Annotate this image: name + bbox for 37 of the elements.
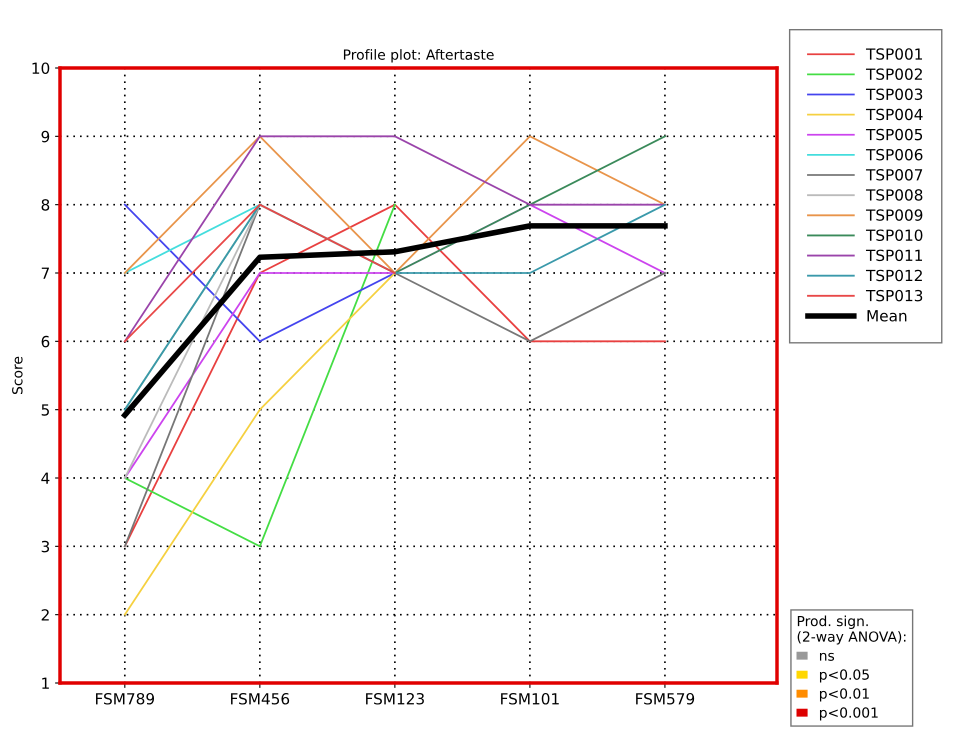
legend-label: TSP011 bbox=[866, 250, 922, 262]
chart-title: Profile plot: Aftertaste bbox=[344, 49, 494, 63]
y-tick-label: 9 bbox=[42, 130, 50, 142]
legend-label: TSP012 bbox=[866, 270, 922, 282]
y-tick-label: 2 bbox=[42, 609, 49, 620]
text: p<0.01 bbox=[820, 688, 869, 702]
y-tick-label: 5 bbox=[42, 404, 49, 416]
x-tick-label: FSM789 bbox=[96, 692, 154, 705]
text: Prod. sign. (2-way ANOVA): bbox=[798, 616, 906, 645]
y-axis-title: Score bbox=[12, 356, 23, 394]
legend-label: TSP001 bbox=[866, 48, 922, 60]
y-tick-label: 10 bbox=[32, 62, 50, 74]
text: ns bbox=[820, 652, 834, 661]
legend-label: TSP007 bbox=[866, 169, 922, 181]
text: p<0.001 bbox=[820, 707, 878, 720]
y-tick-label: 1 bbox=[42, 678, 49, 689]
y-tick-label: 7 bbox=[42, 268, 49, 279]
legend-label: TSP009 bbox=[866, 209, 922, 221]
legend-label: TSP010 bbox=[866, 229, 922, 241]
x-tick-label: FSM456 bbox=[231, 692, 290, 705]
x-tick-label: FSM123 bbox=[366, 692, 424, 705]
y-tick-label: 4 bbox=[41, 472, 50, 484]
line-series bbox=[124, 204, 666, 548]
legend-label: TSP008 bbox=[866, 189, 922, 201]
legend-label: TSP006 bbox=[866, 148, 922, 160]
x-tick-label: FSM579 bbox=[636, 692, 694, 705]
legend-label: TSP003 bbox=[866, 88, 922, 100]
legend-label: TSP002 bbox=[866, 68, 922, 80]
y-tick-label: 8 bbox=[42, 199, 50, 211]
x-tick-label: FSM101 bbox=[501, 692, 559, 705]
legend-label: TSP013 bbox=[866, 290, 922, 302]
legend-label: TSP005 bbox=[866, 128, 922, 140]
y-tick-label: 6 bbox=[42, 336, 50, 348]
legend-label: TSP004 bbox=[866, 108, 923, 120]
legend-label: Mean bbox=[868, 310, 906, 322]
text: p<0.05 bbox=[820, 669, 869, 683]
y-tick-label: 3 bbox=[42, 540, 50, 552]
